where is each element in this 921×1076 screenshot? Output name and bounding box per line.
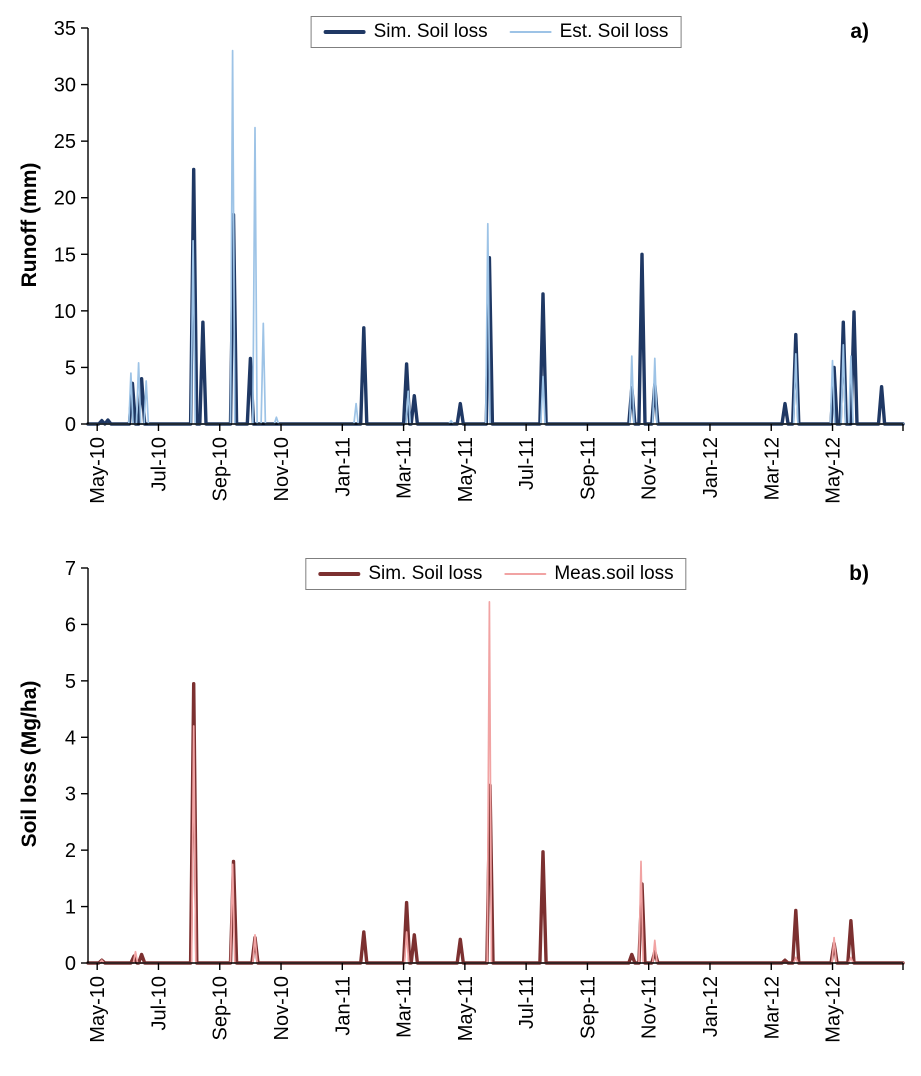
x-tick-label-group: Mar-11 — [394, 976, 416, 1038]
chart-soil-loss: Soil loss (Mg/ha) b) Sim. Soil loss Meas… — [0, 530, 921, 1076]
x-tick-label-group: Jul-11 — [516, 976, 538, 1029]
x-tick-label: Mar-12 — [761, 437, 783, 500]
x-tick-label: Jan-11 — [332, 437, 354, 497]
x-tick-label: Jan-12 — [700, 976, 722, 1037]
x-tick-label: May-10 — [87, 976, 109, 1043]
x-tick-label-group: Sep-10 — [210, 437, 232, 502]
x-tick-label: Sep-10 — [210, 976, 232, 1041]
series-line-meas-soil-loss — [87, 601, 904, 964]
y-tick-label: 5 — [65, 671, 76, 693]
x-tick-label-group: May-10 — [87, 976, 109, 1043]
x-tick-label-group: Sep-10 — [210, 976, 232, 1041]
x-tick-label-group: May-12 — [823, 976, 845, 1043]
panel-label-b: b) — [849, 562, 869, 585]
legend-label-meas-soil-loss: Meas.soil loss — [554, 563, 674, 584]
y-tick-label: 7 — [65, 558, 76, 580]
runoff-plot-area: 0 5 10 15 20 25 30 35 May-10 Jul-10 Sep-10 Nov-10 Ja… — [54, 18, 905, 504]
chart-runoff: Runoff (mm) a) Sim. Soil loss Est. Soil … — [0, 0, 921, 530]
legend-label-est-soil-loss: Est. Soil loss — [559, 21, 669, 42]
x-tick-label-group: Nov-10 — [271, 976, 293, 1040]
x-tick-label-group: Jan-12 — [700, 976, 722, 1037]
x-tick-label: Jul-11 — [516, 437, 538, 490]
x-tick-label: May-12 — [823, 437, 845, 504]
x-tick-label: Sep-11 — [577, 437, 599, 500]
legend-label-sim-soil-loss: Sim. Soil loss — [373, 21, 488, 42]
x-tick-label-group: Sep-11 — [577, 976, 599, 1039]
x-tick-label-group: May-12 — [823, 437, 845, 504]
y-axis-title-soil-loss: Soil loss (Mg/ha) — [18, 680, 41, 848]
legend-line-est-soil-loss — [509, 31, 552, 33]
x-tick-label: Mar-11 — [394, 437, 416, 499]
x-tick-label: Nov-11 — [639, 437, 661, 500]
x-tick-label-group: Jan-11 — [332, 437, 354, 497]
x-tick-label: Mar-11 — [394, 976, 416, 1038]
y-tick-label: 4 — [65, 727, 76, 749]
series-line-sim-soil-loss — [86, 682, 905, 965]
legend-line-meas-soil-loss — [504, 573, 547, 575]
x-tick-label: Nov-11 — [639, 976, 661, 1039]
x-tick-label: Jul-10 — [148, 976, 170, 1030]
x-tick-label-group: Jul-11 — [516, 437, 538, 490]
y-tick-label: 3 — [65, 784, 76, 806]
y-tick-label: 0 — [65, 414, 76, 436]
legend-line-sim-soil-loss-b — [318, 572, 361, 576]
y-tick-label: 0 — [65, 953, 76, 975]
soil-loss-plot-area: 0 1 2 3 4 5 6 7 May-10 Jul-10 Sep-10 Nov-10 Jan-11 Ma… — [65, 558, 905, 1043]
x-tick-label-group: Mar-11 — [394, 437, 416, 499]
y-tick-label: 35 — [54, 18, 76, 40]
y-tick-label: 6 — [65, 614, 76, 636]
x-tick-label: Mar-12 — [761, 976, 783, 1039]
x-tick-label: Sep-11 — [577, 976, 599, 1039]
series-line-est-soil-loss — [87, 49, 904, 425]
x-tick-label-group: Mar-12 — [761, 437, 783, 500]
x-tick-label-group: May-11 — [455, 437, 477, 502]
legend-line-sim-soil-loss — [323, 30, 366, 34]
x-tick-label-group: Nov-10 — [271, 437, 293, 501]
x-tick-label-group: Nov-11 — [639, 437, 661, 500]
y-tick-label: 10 — [54, 301, 76, 323]
x-tick-label: May-11 — [455, 437, 477, 502]
y-tick-label: 5 — [65, 357, 76, 379]
legend-runoff: Sim. Soil loss Est. Soil loss — [310, 16, 682, 48]
y-tick-label: 15 — [54, 244, 76, 266]
x-tick-label-group: Mar-12 — [761, 976, 783, 1039]
x-tick-label-group: Jul-10 — [148, 976, 170, 1030]
x-tick-label-group: Sep-11 — [577, 437, 599, 500]
x-tick-label-group: Jul-10 — [148, 437, 170, 491]
x-tick-label: Nov-10 — [271, 437, 293, 501]
x-tick-label: Jan-11 — [332, 976, 354, 1036]
y-tick-label: 2 — [65, 840, 76, 862]
x-tick-label: May-11 — [455, 976, 477, 1041]
x-tick-label-group: May-11 — [455, 976, 477, 1041]
y-tick-label: 25 — [54, 131, 76, 153]
legend-label-sim-soil-loss-b: Sim. Soil loss — [368, 563, 483, 584]
x-tick-label: Jul-10 — [148, 437, 170, 491]
x-tick-label-group: Nov-11 — [639, 976, 661, 1039]
x-tick-label: Jan-12 — [700, 437, 722, 498]
panel-label-a: a) — [850, 20, 869, 43]
x-tick-label-group: Jan-12 — [700, 437, 722, 498]
y-tick-label: 1 — [65, 897, 76, 919]
legend-soil-loss: Sim. Soil loss Meas.soil loss — [305, 558, 687, 590]
x-tick-label-group: Jan-11 — [332, 976, 354, 1036]
x-tick-label-group: May-10 — [87, 437, 109, 504]
series-line-sim-soil-loss — [86, 167, 905, 426]
y-axis-title-runoff: Runoff (mm) — [18, 162, 41, 288]
y-tick-label: 20 — [54, 188, 76, 210]
y-tick-label: 30 — [54, 75, 76, 97]
x-tick-label: May-12 — [823, 976, 845, 1043]
x-tick-label: Sep-10 — [210, 437, 232, 502]
x-tick-label: Nov-10 — [271, 976, 293, 1040]
x-tick-label: May-10 — [87, 437, 109, 504]
x-tick-label: Jul-11 — [516, 976, 538, 1029]
